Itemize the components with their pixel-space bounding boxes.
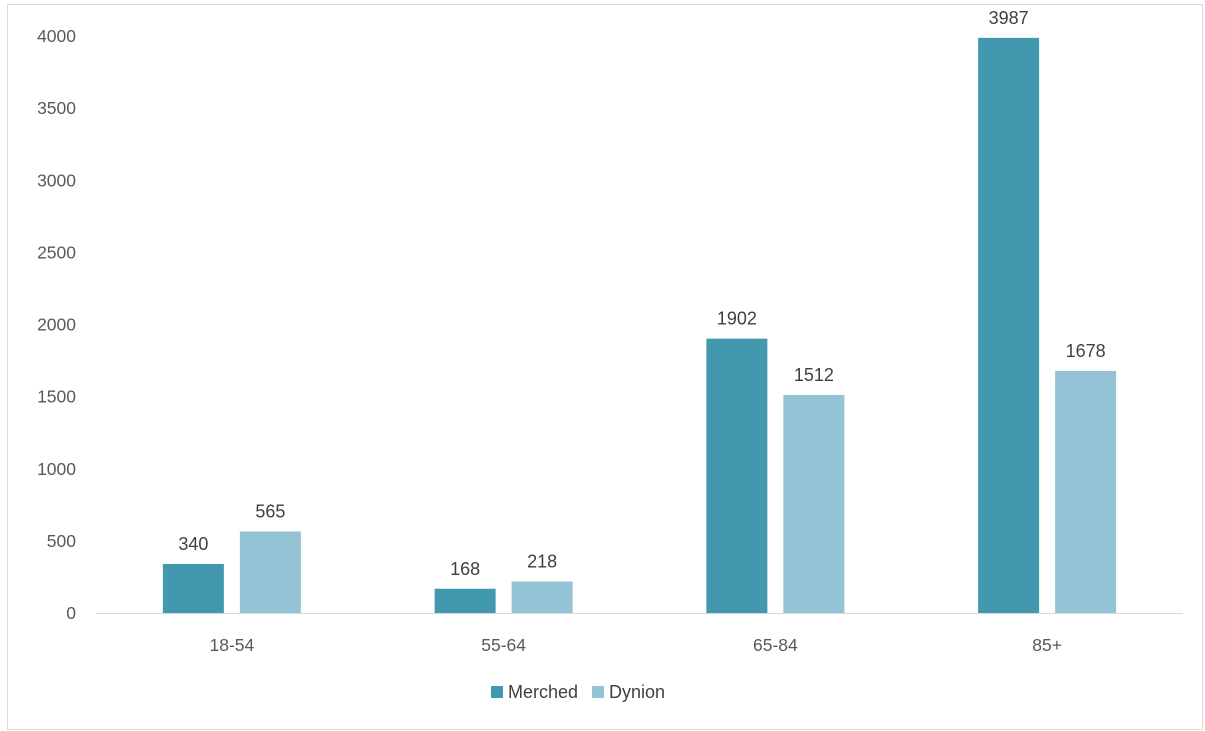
y-tick-label: 0 <box>66 603 76 623</box>
y-tick-label: 1000 <box>37 459 76 479</box>
data-label: 1678 <box>1066 341 1106 361</box>
y-tick-label: 1500 <box>37 387 76 407</box>
bar-merched-18-54 <box>162 563 224 613</box>
bar-dynion-65-84 <box>783 394 845 613</box>
y-tick-label: 2500 <box>37 242 76 262</box>
data-label: 168 <box>450 559 480 579</box>
bar-merched-65-84 <box>706 338 768 613</box>
bar-dynion-55-64 <box>511 581 573 613</box>
data-labels: 340 565 168 218 1902 1512 3987 1678 <box>178 8 1105 579</box>
y-tick-label: 500 <box>47 531 76 551</box>
y-tick-label: 3500 <box>37 98 76 118</box>
bar-dynion-18-54 <box>239 531 301 613</box>
y-tick-label: 2000 <box>37 315 76 335</box>
legend-swatch-dynion <box>592 686 605 698</box>
x-axis: 18-54 55-64 65-84 85+ <box>96 613 1183 655</box>
legend-label: Dynion <box>609 682 665 702</box>
y-axis: 0 500 1000 1500 2000 2500 3000 3500 4000 <box>37 26 76 623</box>
data-label: 565 <box>255 501 285 521</box>
legend: Merched Dynion <box>491 682 665 702</box>
y-tick-label: 3000 <box>37 170 76 190</box>
x-tick-label: 55-64 <box>481 635 526 655</box>
bars <box>162 37 1117 614</box>
data-label: 340 <box>178 534 208 554</box>
legend-label: Merched <box>508 682 578 702</box>
data-label: 3987 <box>989 8 1029 28</box>
x-tick-label: 65-84 <box>753 635 798 655</box>
data-label: 1902 <box>717 309 757 329</box>
bar-dynion-85+ <box>1055 370 1117 613</box>
legend-swatch-merched <box>491 686 503 698</box>
x-tick-label: 85+ <box>1032 635 1062 655</box>
y-tick-label: 4000 <box>37 26 76 46</box>
bar-merched-85+ <box>978 37 1040 614</box>
data-label: 218 <box>527 552 557 572</box>
bar-merched-55-64 <box>434 588 496 613</box>
data-label: 1512 <box>794 365 834 385</box>
x-tick-label: 18-54 <box>209 635 254 655</box>
